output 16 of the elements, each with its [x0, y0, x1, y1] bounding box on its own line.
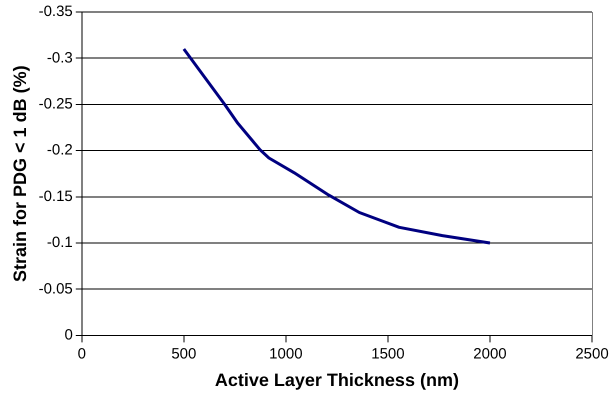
x-tick-label: 0: [78, 346, 86, 363]
x-tick-label: 1500: [371, 346, 405, 363]
x-tick-label: 2000: [473, 346, 507, 363]
y-tick-label: -0.3: [46, 49, 73, 66]
x-axis-title: Active Layer Thickness (nm): [214, 370, 459, 390]
y-tick-label: -0.25: [38, 96, 73, 113]
y-tick-label: 0: [64, 326, 73, 344]
y-tick-label: -0.05: [38, 280, 73, 298]
y-tick-label: -0.2: [46, 142, 73, 159]
y-tick-label: -0.35: [38, 3, 73, 20]
x-tick-label: 1000: [269, 346, 303, 363]
y-tick-label: -0.1: [46, 234, 73, 252]
y-tick-label: -0.15: [38, 188, 73, 205]
x-tick-label: 500: [171, 346, 196, 363]
x-tick-label: 2500: [575, 346, 609, 363]
y-axis-title: Strain for PDG < 1 dB (%): [10, 65, 30, 282]
